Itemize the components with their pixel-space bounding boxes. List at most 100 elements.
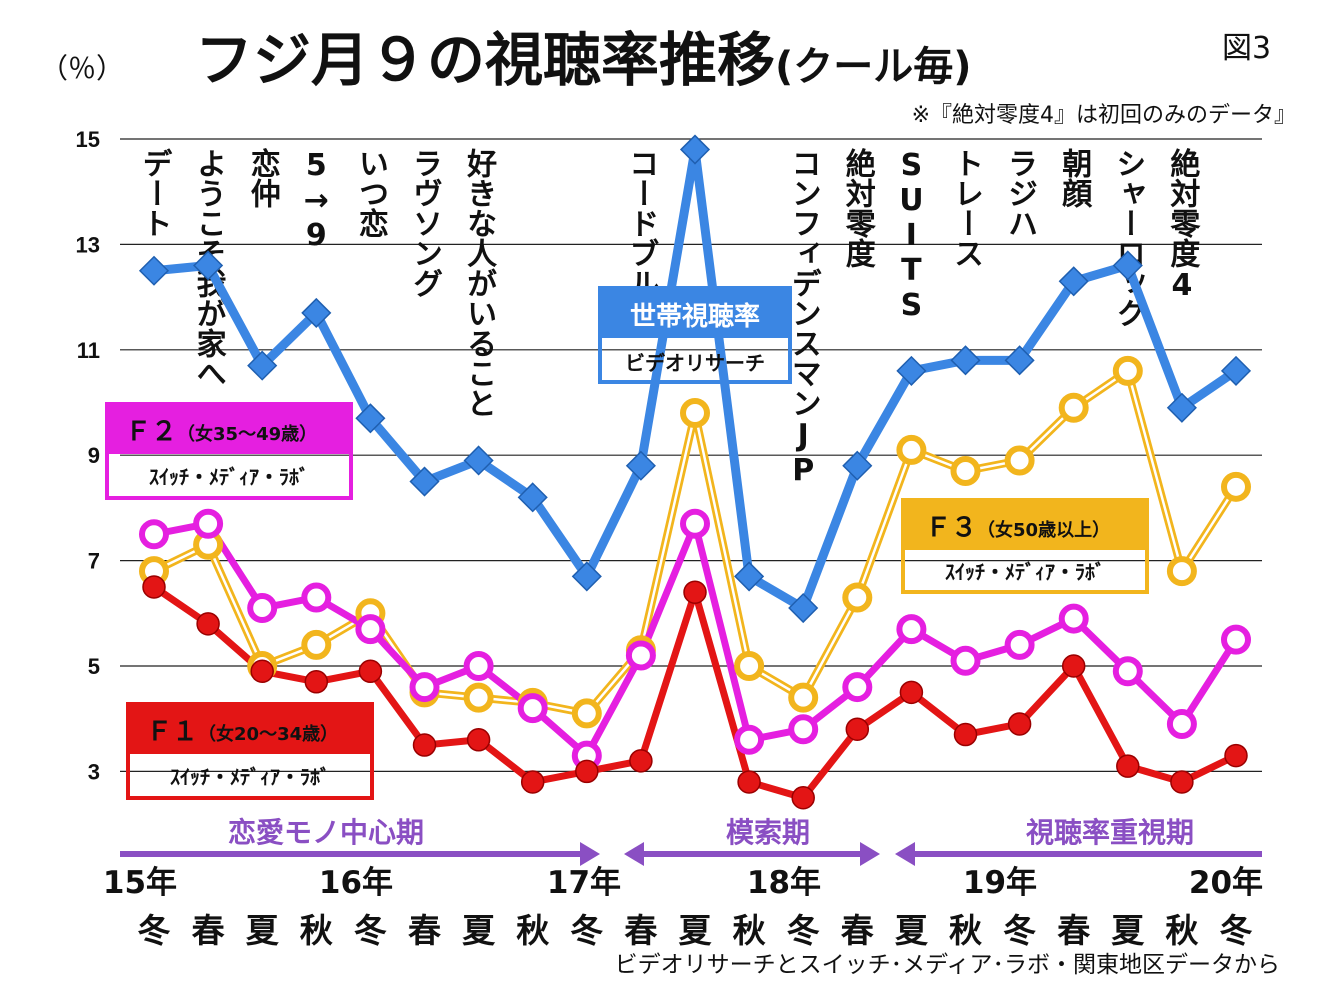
- season-label: 夏: [895, 911, 929, 950]
- figure-label: 図3: [1222, 31, 1271, 66]
- season-label: 冬: [354, 911, 387, 950]
- legend-f1-box: [126, 702, 374, 800]
- point-f3: [1058, 392, 1089, 423]
- point-f1: [791, 786, 815, 810]
- legend-f2-header: [107, 404, 351, 454]
- season-label: 春: [624, 911, 657, 950]
- point-f2: [1166, 708, 1197, 739]
- legend-f3-box: [901, 498, 1149, 594]
- point-household: [1004, 345, 1035, 376]
- point-f2: [517, 693, 548, 724]
- season-label: 春: [1057, 911, 1090, 950]
- point-f2: [355, 614, 386, 645]
- season-label: 冬: [1220, 911, 1253, 950]
- point-household: [679, 134, 711, 165]
- legend-household-title: 世帯視聴率: [630, 301, 760, 332]
- point-f1: [142, 575, 166, 599]
- point-f2: [625, 640, 656, 671]
- legend-household-source: ビデオリサーチ: [625, 351, 765, 375]
- y-tick-label: 7: [88, 549, 100, 574]
- legend-f2-source: ｽｲｯﾁ・ﾒﾃﾞｨｱ・ﾗﾎﾞ: [149, 465, 309, 489]
- point-household: [734, 561, 765, 592]
- legend-f1-main: Ｆ１: [146, 717, 198, 747]
- point-f3: [1112, 355, 1143, 386]
- point-household: [788, 592, 819, 624]
- point-f3: [950, 456, 981, 487]
- season-label: 秋: [733, 911, 766, 950]
- point-f1: [466, 728, 491, 752]
- legend-f2: Ｆ２（女35～49歳） ｽｲｯﾁ・ﾒﾃﾞｨｱ・ﾗﾎﾞ: [105, 402, 353, 500]
- point-f1: [1116, 754, 1140, 778]
- program-label: 絶対零度: [840, 147, 876, 269]
- gridlines: [120, 138, 1262, 773]
- y-tick-label: 9: [88, 443, 100, 468]
- period-label-romance: 恋愛モノ中心期: [228, 816, 424, 849]
- season-label: 秋: [1165, 911, 1198, 950]
- point-f1: [899, 680, 924, 705]
- point-f2: [409, 672, 440, 703]
- y-tick-label: 3: [88, 759, 100, 784]
- legend-f3-title: Ｆ３（女50歳以上）: [925, 513, 1110, 543]
- y-tick-label: 11: [77, 338, 100, 363]
- legend-household-box: [598, 286, 792, 384]
- point-f1: [1224, 743, 1248, 768]
- program-label: ラヴソング: [407, 148, 442, 298]
- point-f1: [575, 759, 599, 784]
- program-label: 恋仲: [245, 147, 281, 208]
- legend-household-header: [600, 288, 790, 338]
- season-label: 秋: [300, 911, 333, 950]
- point-f2: [680, 508, 710, 539]
- point-household: [950, 345, 981, 376]
- legend-f2-title: Ｆ２（女35～49歳）: [125, 417, 317, 447]
- point-f2: [1221, 624, 1251, 655]
- legend-f1: Ｆ１（女20～34歳） ｽｲｯﾁ・ﾒﾃﾞｨｱ・ﾗﾎﾞ: [126, 702, 374, 800]
- point-f1: [845, 717, 870, 741]
- point-f2: [896, 614, 927, 645]
- point-f2: [788, 714, 819, 745]
- season-label: 冬: [1003, 911, 1036, 950]
- y-tick-label: 15: [76, 127, 100, 152]
- season-label: 春: [192, 911, 225, 950]
- point-household: [409, 466, 440, 497]
- legend-f1-source: ｽｲｯﾁ・ﾒﾃﾞｨｱ・ﾗﾎﾞ: [170, 765, 330, 789]
- season-label: 冬: [787, 911, 820, 950]
- point-f2: [1112, 656, 1143, 687]
- legend-f2-main: Ｆ２: [125, 417, 177, 447]
- chart-title-suffix: (クール毎): [775, 44, 972, 90]
- season-labels: 冬春夏秋冬春夏秋冬春夏秋冬春夏秋冬春夏秋冬: [138, 911, 1253, 950]
- point-f2: [247, 593, 278, 624]
- point-f3: [1004, 445, 1035, 476]
- program-label: デート: [137, 148, 172, 238]
- season-label: 夏: [246, 911, 280, 950]
- period-arrowhead-ratings: [895, 842, 915, 866]
- period-arrows: 恋愛モノ中心期 模索期 視聴率重視期: [120, 816, 1262, 866]
- period-label-ratings: 視聴率重視期: [1026, 816, 1194, 849]
- legend-f3-header: [903, 500, 1147, 550]
- chart-title-main: フジ月９の視聴率推移: [195, 26, 775, 94]
- program-label: いつ恋: [353, 148, 389, 238]
- point-f2: [950, 645, 981, 676]
- point-f1: [737, 770, 761, 794]
- point-f2: [842, 672, 873, 703]
- point-household: [1058, 266, 1089, 297]
- legend-f1-header: [128, 704, 372, 754]
- legend-f2-sub: （女35～49歳）: [177, 423, 317, 445]
- year-label: 18年: [747, 865, 821, 901]
- legend-f3-source: ｽｲｯﾁ・ﾒﾃﾞｨｱ・ﾗﾎﾞ: [945, 560, 1105, 584]
- point-f1: [953, 722, 978, 747]
- point-household: [896, 355, 927, 386]
- season-label: 春: [408, 911, 441, 950]
- y-tick-label: 13: [76, 232, 100, 257]
- period-arrowhead-search-left: [624, 842, 644, 866]
- season-label: 冬: [138, 911, 171, 950]
- period-label-search: 模索期: [726, 816, 810, 849]
- point-f1: [1007, 712, 1032, 736]
- program-label: SUITS: [894, 148, 929, 323]
- source-text: ビデオリサーチとスイッチ･メディア･ラボ・関東地区データから: [615, 952, 1280, 978]
- point-household: [193, 250, 224, 281]
- legend-f1-title: Ｆ１（女20～34歳）: [146, 717, 338, 747]
- program-label: トレース: [948, 148, 983, 268]
- year-label: 20年: [1189, 865, 1263, 901]
- point-f1: [250, 659, 274, 684]
